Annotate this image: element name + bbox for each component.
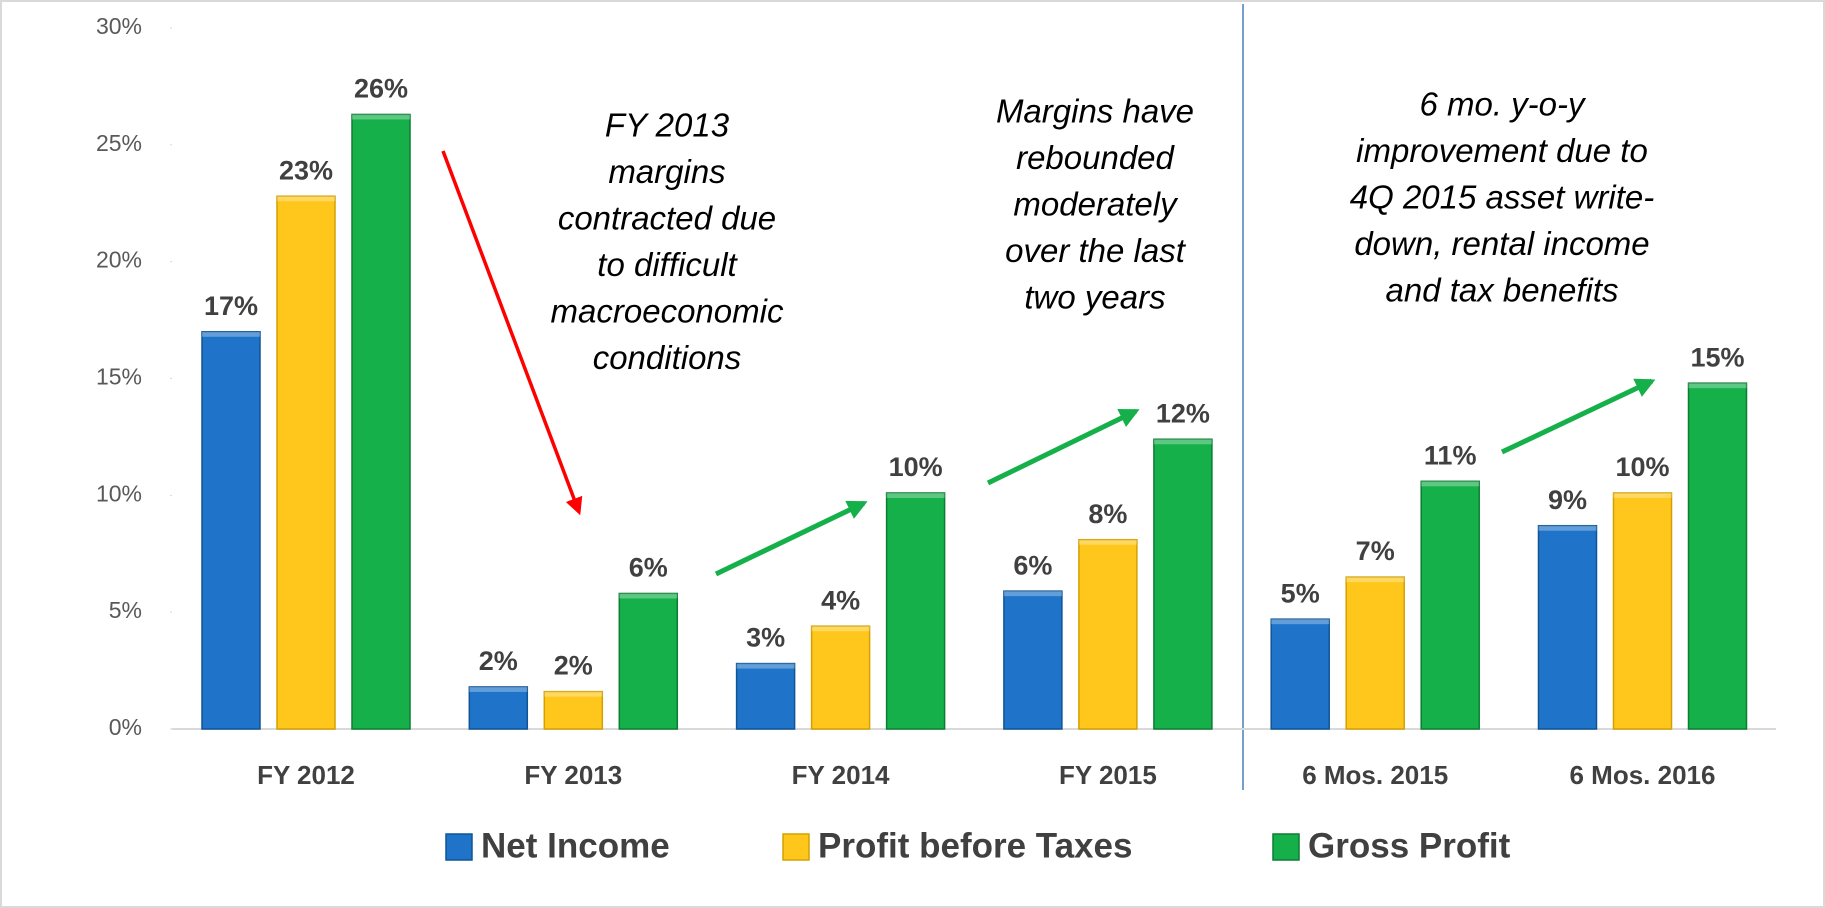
data-label: 6% bbox=[629, 553, 668, 583]
data-label: 23% bbox=[279, 155, 333, 185]
bar-top bbox=[1421, 481, 1480, 487]
y-tick-label: 30% bbox=[96, 13, 142, 39]
annotation: two years bbox=[1024, 279, 1165, 316]
bar-top bbox=[619, 593, 678, 599]
bar bbox=[351, 113, 411, 730]
x-tick-label: FY 2012 bbox=[257, 760, 355, 790]
bar bbox=[885, 492, 946, 730]
arrow bbox=[1500, 378, 1656, 455]
data-label: 26% bbox=[354, 74, 408, 104]
bar bbox=[1420, 480, 1480, 730]
x-tick-label: 6 Mos. 2016 bbox=[1570, 760, 1716, 790]
bar bbox=[201, 331, 261, 730]
annotation: rebounded bbox=[1016, 139, 1175, 176]
y-tick-label: 20% bbox=[96, 247, 142, 273]
annotation: improvement due to bbox=[1356, 132, 1648, 169]
data-label: 3% bbox=[746, 623, 785, 653]
data-label: 11% bbox=[1424, 440, 1477, 470]
arrow bbox=[986, 408, 1140, 486]
annotation: over the last bbox=[1005, 232, 1187, 269]
legend-swatch bbox=[445, 833, 473, 861]
bar bbox=[1270, 618, 1330, 730]
x-tick-label: 6 Mos. 2015 bbox=[1302, 760, 1448, 790]
arrow bbox=[714, 500, 868, 577]
y-tick-label: 5% bbox=[109, 597, 142, 623]
annotation: moderately bbox=[1013, 186, 1179, 223]
bar-top bbox=[1078, 539, 1137, 545]
data-label: 10% bbox=[1615, 452, 1669, 482]
legend-label: Net Income bbox=[481, 826, 670, 865]
bar-top bbox=[736, 663, 795, 669]
bar-top bbox=[1613, 492, 1672, 498]
data-label: 7% bbox=[1356, 536, 1395, 566]
annotation: conditions bbox=[593, 339, 742, 376]
data-label: 5% bbox=[1281, 578, 1320, 608]
bar-top bbox=[886, 492, 945, 498]
bar bbox=[543, 690, 604, 730]
data-label: 4% bbox=[821, 585, 860, 615]
bar-top bbox=[1271, 619, 1330, 625]
annotation: margins bbox=[608, 153, 725, 190]
bar-top bbox=[277, 196, 335, 202]
bar bbox=[276, 195, 336, 730]
data-label: 2% bbox=[554, 651, 593, 681]
y-tick-label: 15% bbox=[96, 364, 142, 390]
data-label: 10% bbox=[889, 452, 943, 482]
annotation: 4Q 2015 asset write- bbox=[1350, 179, 1654, 216]
data-label: 17% bbox=[204, 291, 258, 321]
bar bbox=[1612, 492, 1673, 730]
bar bbox=[468, 686, 529, 730]
data-label: 9% bbox=[1548, 485, 1587, 515]
bar-top bbox=[1538, 525, 1597, 531]
annotation: to difficult bbox=[597, 246, 738, 283]
data-label: 15% bbox=[1690, 342, 1744, 372]
annotation: down, rental income bbox=[1354, 225, 1649, 262]
bar bbox=[618, 592, 679, 730]
bar-top bbox=[1688, 383, 1747, 389]
bar bbox=[810, 625, 871, 730]
bar-top bbox=[1346, 577, 1405, 583]
bar-top bbox=[1153, 439, 1212, 445]
data-label: 6% bbox=[1013, 550, 1052, 580]
x-tick-label: FY 2015 bbox=[1059, 760, 1157, 790]
x-tick-label: FY 2014 bbox=[792, 760, 890, 790]
bar-top bbox=[202, 331, 260, 337]
x-tick-label: FY 2013 bbox=[524, 760, 622, 790]
data-label: 2% bbox=[479, 646, 518, 676]
bar bbox=[1078, 538, 1138, 730]
y-tick-label: 25% bbox=[96, 130, 142, 156]
y-tick-label: 0% bbox=[109, 714, 142, 740]
annotation: FY 2013 bbox=[605, 107, 730, 144]
legend-label: Profit before Taxes bbox=[818, 826, 1132, 865]
bar bbox=[1153, 438, 1213, 730]
bar-top bbox=[469, 686, 528, 692]
legend-label: Gross Profit bbox=[1308, 826, 1511, 865]
y-tick-label: 10% bbox=[96, 480, 142, 506]
annotation: 6 mo. y-o-y bbox=[1419, 86, 1587, 123]
legend-swatch bbox=[1272, 833, 1300, 861]
bar-top bbox=[1003, 591, 1062, 597]
bar-top bbox=[352, 114, 410, 120]
bar bbox=[1003, 590, 1063, 730]
annotation: macroeconomic bbox=[551, 293, 784, 330]
bar bbox=[1345, 576, 1405, 730]
bar bbox=[1687, 382, 1748, 730]
bar bbox=[1537, 524, 1598, 730]
annotation: Margins have bbox=[996, 93, 1194, 130]
bar-top bbox=[811, 626, 870, 632]
legend-swatch bbox=[782, 833, 810, 861]
data-label: 8% bbox=[1088, 499, 1127, 529]
annotation: and tax benefits bbox=[1386, 272, 1619, 309]
annotation: contracted due bbox=[558, 200, 776, 237]
bar-top bbox=[544, 691, 603, 697]
bar bbox=[735, 662, 796, 730]
arrow bbox=[441, 150, 583, 516]
data-label: 12% bbox=[1156, 398, 1210, 428]
